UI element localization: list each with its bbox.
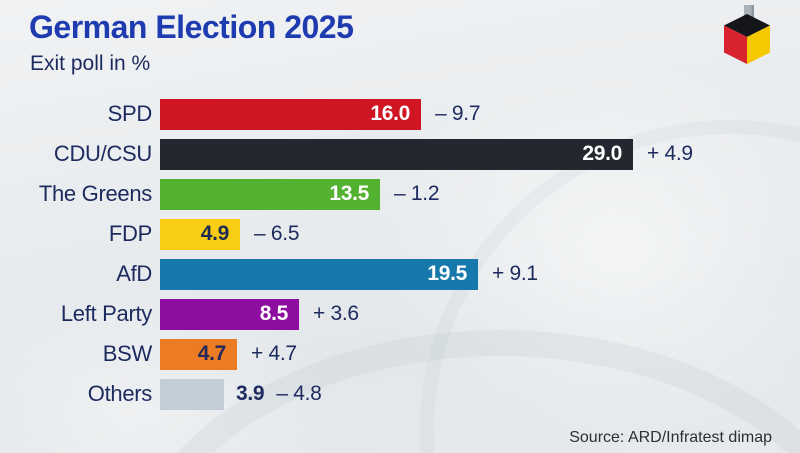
source-credit: Source: ARD/Infratest dimap: [569, 429, 772, 446]
party-label: AfD: [116, 261, 152, 286]
party-label: CDU/CSU: [53, 141, 152, 166]
result-value: 8.5: [259, 302, 289, 325]
change-value: – 9.7: [435, 102, 481, 125]
bar-row: FDP 4.9 – 6.5: [30, 214, 693, 254]
change-value: + 4.9: [647, 142, 693, 165]
page-title: German Election 2025: [29, 9, 354, 45]
result-value: 13.5: [329, 182, 369, 205]
result-bar: 13.5: [160, 178, 380, 210]
bar-track: 16.0 – 9.7: [160, 98, 481, 130]
change-value: + 9.1: [492, 262, 538, 285]
bar-row: The Greens 13.5 – 1.2: [30, 174, 693, 214]
result-bar: 4.9: [160, 218, 240, 250]
party-label: The Greens: [38, 181, 152, 206]
bar-row: Left Party 8.5 + 3.6: [30, 294, 693, 334]
result-value-outside: 3.9: [236, 382, 265, 405]
result-value: 4.9: [200, 222, 230, 245]
bar-track: 4.7 + 4.7: [160, 338, 297, 370]
bar-track: 13.5 – 1.2: [160, 178, 440, 210]
bar-track: 19.5 + 9.1: [160, 258, 538, 290]
change-value: – 6.5: [254, 222, 300, 245]
bar-row: Others 3.9 – 4.8: [30, 374, 693, 414]
result-bar: [160, 378, 224, 410]
ballot-box-logo-icon: [724, 5, 770, 64]
bar-track: 8.5 + 3.6: [160, 298, 359, 330]
bar-row: AfD 19.5 + 9.1: [30, 254, 693, 294]
party-label: SPD: [107, 101, 153, 126]
result-bar: 4.7: [160, 338, 237, 370]
bar-track: 3.9 – 4.8: [160, 378, 322, 410]
result-value: 4.7: [197, 342, 227, 365]
page-subtitle: Exit poll in %: [30, 52, 151, 75]
result-bar: 8.5: [160, 298, 299, 330]
party-label: Left Party: [60, 301, 152, 326]
change-value: – 1.2: [394, 182, 440, 205]
result-bar: 29.0: [160, 138, 633, 170]
result-value: 19.5: [427, 262, 467, 285]
result-value: 29.0: [582, 142, 622, 165]
bar-track: 29.0 + 4.9: [160, 138, 693, 170]
party-label: BSW: [102, 341, 153, 366]
change-value: + 3.6: [313, 302, 359, 325]
bar-row: BSW 4.7 + 4.7: [30, 334, 693, 374]
result-bar: 16.0: [160, 98, 421, 130]
change-value: + 4.7: [251, 342, 297, 365]
result-bar: 19.5: [160, 258, 478, 290]
result-value: 16.0: [370, 102, 410, 125]
bar-row: SPD 16.0 – 9.7: [30, 94, 693, 134]
party-label: FDP: [108, 221, 152, 246]
party-label: Others: [87, 381, 153, 406]
change-value: – 4.8: [276, 382, 322, 405]
bar-chart: SPD 16.0 – 9.7 CDU/CSU 29.0 + 4.9 The Gr…: [30, 94, 693, 414]
bar-row: CDU/CSU 29.0 + 4.9: [30, 134, 693, 174]
bar-track: 4.9 – 6.5: [160, 218, 300, 250]
